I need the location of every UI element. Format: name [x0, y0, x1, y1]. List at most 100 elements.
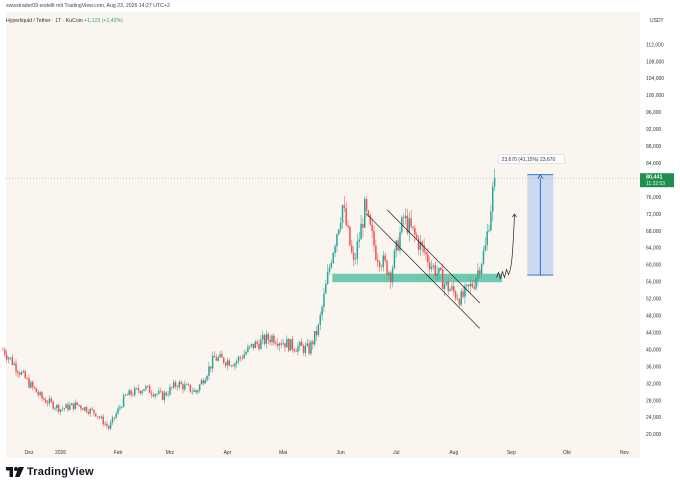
candle-body	[132, 394, 134, 396]
candle-body	[323, 293, 325, 307]
candle-body	[484, 245, 487, 251]
candle-body	[22, 371, 25, 373]
candle-body	[295, 350, 297, 352]
candle-body	[98, 416, 101, 418]
x-tick-label: Sep	[507, 450, 516, 456]
candle-body	[289, 339, 292, 351]
candle-body	[113, 417, 116, 419]
candle-body	[445, 281, 448, 284]
candle-body	[488, 230, 490, 232]
candle-body	[143, 389, 145, 391]
candle-body	[293, 349, 296, 351]
candle-body	[2, 349, 4, 351]
candle-body	[11, 357, 14, 365]
y-tick-label: 56,000	[646, 280, 662, 286]
candle-body	[486, 231, 488, 246]
candle-body	[109, 422, 112, 429]
candle-body	[117, 408, 119, 414]
candle-body	[362, 223, 364, 228]
y-tick-label: 68,000	[646, 229, 662, 235]
candle-body	[241, 357, 244, 359]
y-tick-label: 92,000	[646, 127, 662, 133]
candle-body	[111, 417, 114, 423]
candle-body	[91, 408, 93, 410]
candle-body	[239, 356, 242, 358]
candle-body	[492, 186, 494, 212]
candle-body	[245, 352, 247, 355]
candle-body	[319, 315, 321, 325]
y-tick-label: 84,000	[646, 161, 662, 167]
candle-body	[438, 267, 440, 274]
candle-body	[54, 408, 56, 409]
candle-body	[389, 272, 392, 283]
y-tick-label: 88,000	[646, 144, 662, 150]
candle-body	[304, 345, 307, 353]
candle-body	[273, 335, 275, 344]
candle-body	[326, 271, 329, 285]
candle-body	[345, 207, 347, 226]
candle-body	[35, 388, 38, 393]
candle-body	[460, 291, 462, 305]
y-tick-label: 44,000	[646, 330, 662, 336]
y-tick-label: 52,000	[646, 297, 662, 303]
candle-body	[200, 380, 203, 385]
candle-body	[180, 381, 182, 385]
candle-body	[33, 386, 36, 389]
candle-body	[74, 402, 77, 410]
candle-body	[325, 284, 327, 294]
candle-body	[317, 324, 320, 336]
x-tick-label: 2026	[55, 450, 66, 456]
candle-body	[89, 408, 91, 414]
y-tick-label: 48,000	[646, 314, 662, 320]
channel-upper-line	[386, 209, 481, 304]
candle-body	[93, 409, 95, 414]
candle-body	[83, 407, 86, 411]
candle-body	[449, 289, 451, 292]
candle-body	[258, 343, 260, 349]
y-tick-label: 40,000	[646, 347, 662, 353]
candle-body	[358, 239, 360, 242]
candle-body	[234, 363, 236, 367]
candle-body	[473, 286, 475, 289]
candle-body	[250, 343, 253, 346]
candle-body	[391, 268, 394, 283]
candle-body	[24, 371, 27, 379]
candle-body	[490, 211, 492, 231]
candle-body	[412, 226, 414, 229]
candle-body	[402, 217, 405, 219]
tradingview-logo-icon	[6, 467, 24, 477]
candle-body	[256, 341, 258, 344]
candle-body	[185, 384, 188, 385]
candle-body	[85, 407, 88, 413]
candle-body	[230, 365, 232, 367]
candle-body	[297, 346, 299, 352]
candle-body	[96, 416, 99, 417]
candle-body	[263, 335, 266, 344]
candle-body	[312, 341, 314, 345]
target-range-arrow-icon	[537, 173, 544, 179]
candle-body	[156, 393, 158, 395]
y-tick-label: 20,000	[646, 432, 662, 438]
candle-body	[121, 407, 123, 408]
candle-body	[52, 401, 54, 409]
channel-lower-line	[366, 213, 481, 329]
candle-body	[464, 285, 466, 297]
candle-body	[271, 335, 273, 343]
candle-body	[365, 198, 368, 211]
candle-body	[135, 388, 138, 389]
candle-body	[30, 381, 32, 388]
footer-brand[interactable]: TradingView	[6, 466, 94, 478]
last-price-tag	[640, 173, 674, 188]
candle-body	[169, 387, 171, 395]
candle-body	[167, 394, 169, 396]
candle-body	[388, 272, 390, 275]
candle-body	[13, 363, 15, 365]
candle-body	[417, 238, 420, 250]
candle-body	[215, 357, 218, 361]
y-tick-label: 76,000	[646, 195, 662, 201]
candle-body	[150, 392, 153, 395]
candle-body	[26, 378, 28, 379]
candle-body	[415, 234, 418, 239]
